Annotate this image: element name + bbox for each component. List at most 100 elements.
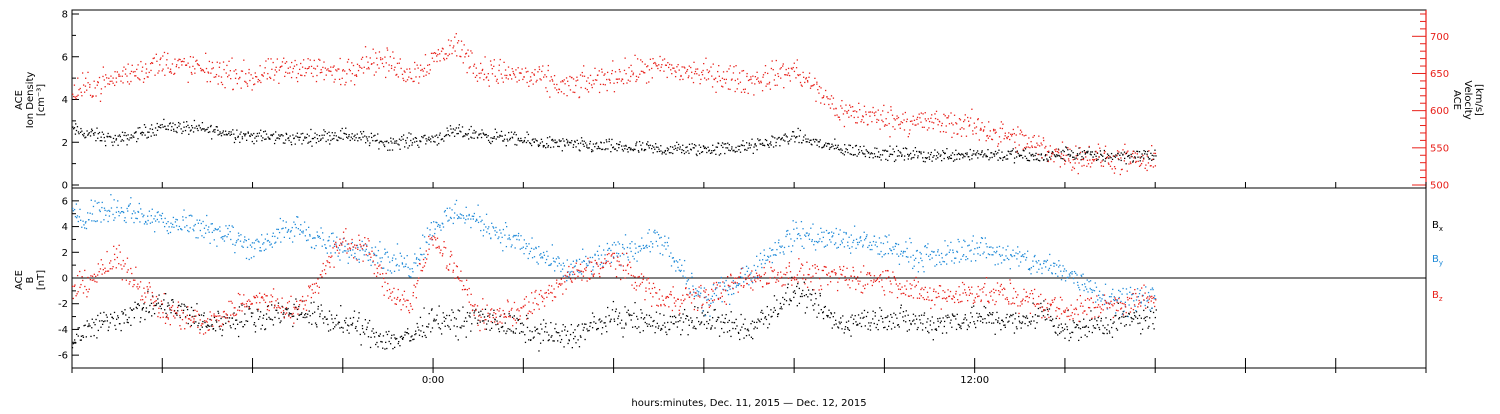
by-series-point [394, 271, 395, 272]
density-series-point [1072, 157, 1073, 158]
velocity-series-point [960, 129, 961, 130]
velocity-series-point [1014, 142, 1015, 143]
density-series-point [265, 138, 266, 139]
bx-series-point [436, 319, 437, 320]
density-series-point [430, 141, 431, 142]
velocity-series-point [508, 66, 509, 67]
velocity-series-point [959, 118, 960, 119]
velocity-series-point [367, 62, 368, 63]
bx-series-point [369, 320, 370, 321]
velocity-series-point [119, 76, 120, 77]
velocity-series-point [695, 71, 696, 72]
by-series-point [184, 226, 185, 227]
bx-series [72, 277, 1157, 352]
velocity-series-point [452, 47, 453, 48]
by-series-point [647, 233, 648, 234]
bx-series-point [1006, 317, 1007, 318]
by-series-point [235, 245, 236, 246]
density-series-point [749, 143, 750, 144]
velocity-series-point [691, 77, 692, 78]
density-series-point [793, 131, 794, 132]
by-series-point [714, 293, 715, 294]
velocity-series-point [941, 125, 942, 126]
density-series-point [664, 152, 665, 153]
velocity-series-point [221, 82, 222, 83]
velocity-series-point [624, 70, 625, 71]
density-series-point [136, 141, 137, 142]
bx-series-point [438, 323, 439, 324]
bx-series-point [861, 326, 862, 327]
by-series-point [354, 256, 355, 257]
by-series-point [429, 234, 430, 235]
bx-series-point [418, 329, 419, 330]
by-series-point [783, 251, 784, 252]
bx-series-point [754, 322, 755, 323]
density-series-point [376, 140, 377, 141]
velocity-series-point [892, 115, 893, 116]
velocity-series-point [1020, 130, 1021, 131]
velocity-series-point [520, 73, 521, 74]
velocity-series-point [868, 112, 869, 113]
velocity-series-point [631, 71, 632, 72]
by-series-point [520, 248, 521, 249]
velocity-series-point [640, 59, 641, 60]
density-series-point [308, 141, 309, 142]
velocity-series-point [81, 95, 82, 96]
bx-series-point [719, 336, 720, 337]
bx-series-point [977, 320, 978, 321]
density-series-point [1035, 153, 1036, 154]
bx-series-point [700, 323, 701, 324]
density-series-point [597, 148, 598, 149]
velocity-series-point [759, 82, 760, 83]
by-series-point [307, 239, 308, 240]
bx-series-point [1067, 329, 1068, 330]
bx-series-point [345, 322, 346, 323]
by-series-point [139, 203, 140, 204]
bx-series-point [507, 328, 508, 329]
by-series-point [802, 246, 803, 247]
velocity-series-point [728, 68, 729, 69]
density-series-point [471, 126, 472, 127]
density-series-point [527, 140, 528, 141]
density-series-point [514, 144, 515, 145]
by-series-point [756, 256, 757, 257]
density-series-point [160, 125, 161, 126]
density-series-point [553, 140, 554, 141]
density-series-point [1110, 157, 1111, 158]
velocity-series-point [1101, 165, 1102, 166]
by-series-point [151, 215, 152, 216]
bx-series-point [1119, 317, 1120, 318]
density-series-point [101, 140, 102, 141]
density-series-point [936, 155, 937, 156]
bx-series-point [1090, 310, 1091, 311]
by-series-point [91, 200, 92, 201]
by-series-point [864, 239, 865, 240]
bx-series-point [1006, 314, 1007, 315]
bx-series-point [268, 317, 269, 318]
by-series-point [189, 215, 190, 216]
velocity-series-point [479, 73, 480, 74]
bx-series-point [578, 324, 579, 325]
velocity-series-point [818, 92, 819, 93]
bx-series-point [468, 315, 469, 316]
bx-series-point [254, 322, 255, 323]
by-series-point [896, 253, 897, 254]
by-series-point [765, 260, 766, 261]
bx-series-point [764, 317, 765, 318]
by-series-point [686, 283, 687, 284]
bx-series-point [1131, 318, 1132, 319]
velocity-series-point [133, 71, 134, 72]
bx-series-point [320, 313, 321, 314]
density-series-point [105, 145, 106, 146]
velocity-series-point [576, 80, 577, 81]
density-series-point [1140, 160, 1141, 161]
by-series-point [900, 253, 901, 254]
density-series-point [1084, 150, 1085, 151]
velocity-series-point [354, 84, 355, 85]
density-series-point [252, 141, 253, 142]
velocity-series-point [604, 73, 605, 74]
bx-series-point [87, 320, 88, 321]
by-series-point [814, 241, 815, 242]
bx-series-point [163, 299, 164, 300]
velocity-series-point [1021, 131, 1022, 132]
